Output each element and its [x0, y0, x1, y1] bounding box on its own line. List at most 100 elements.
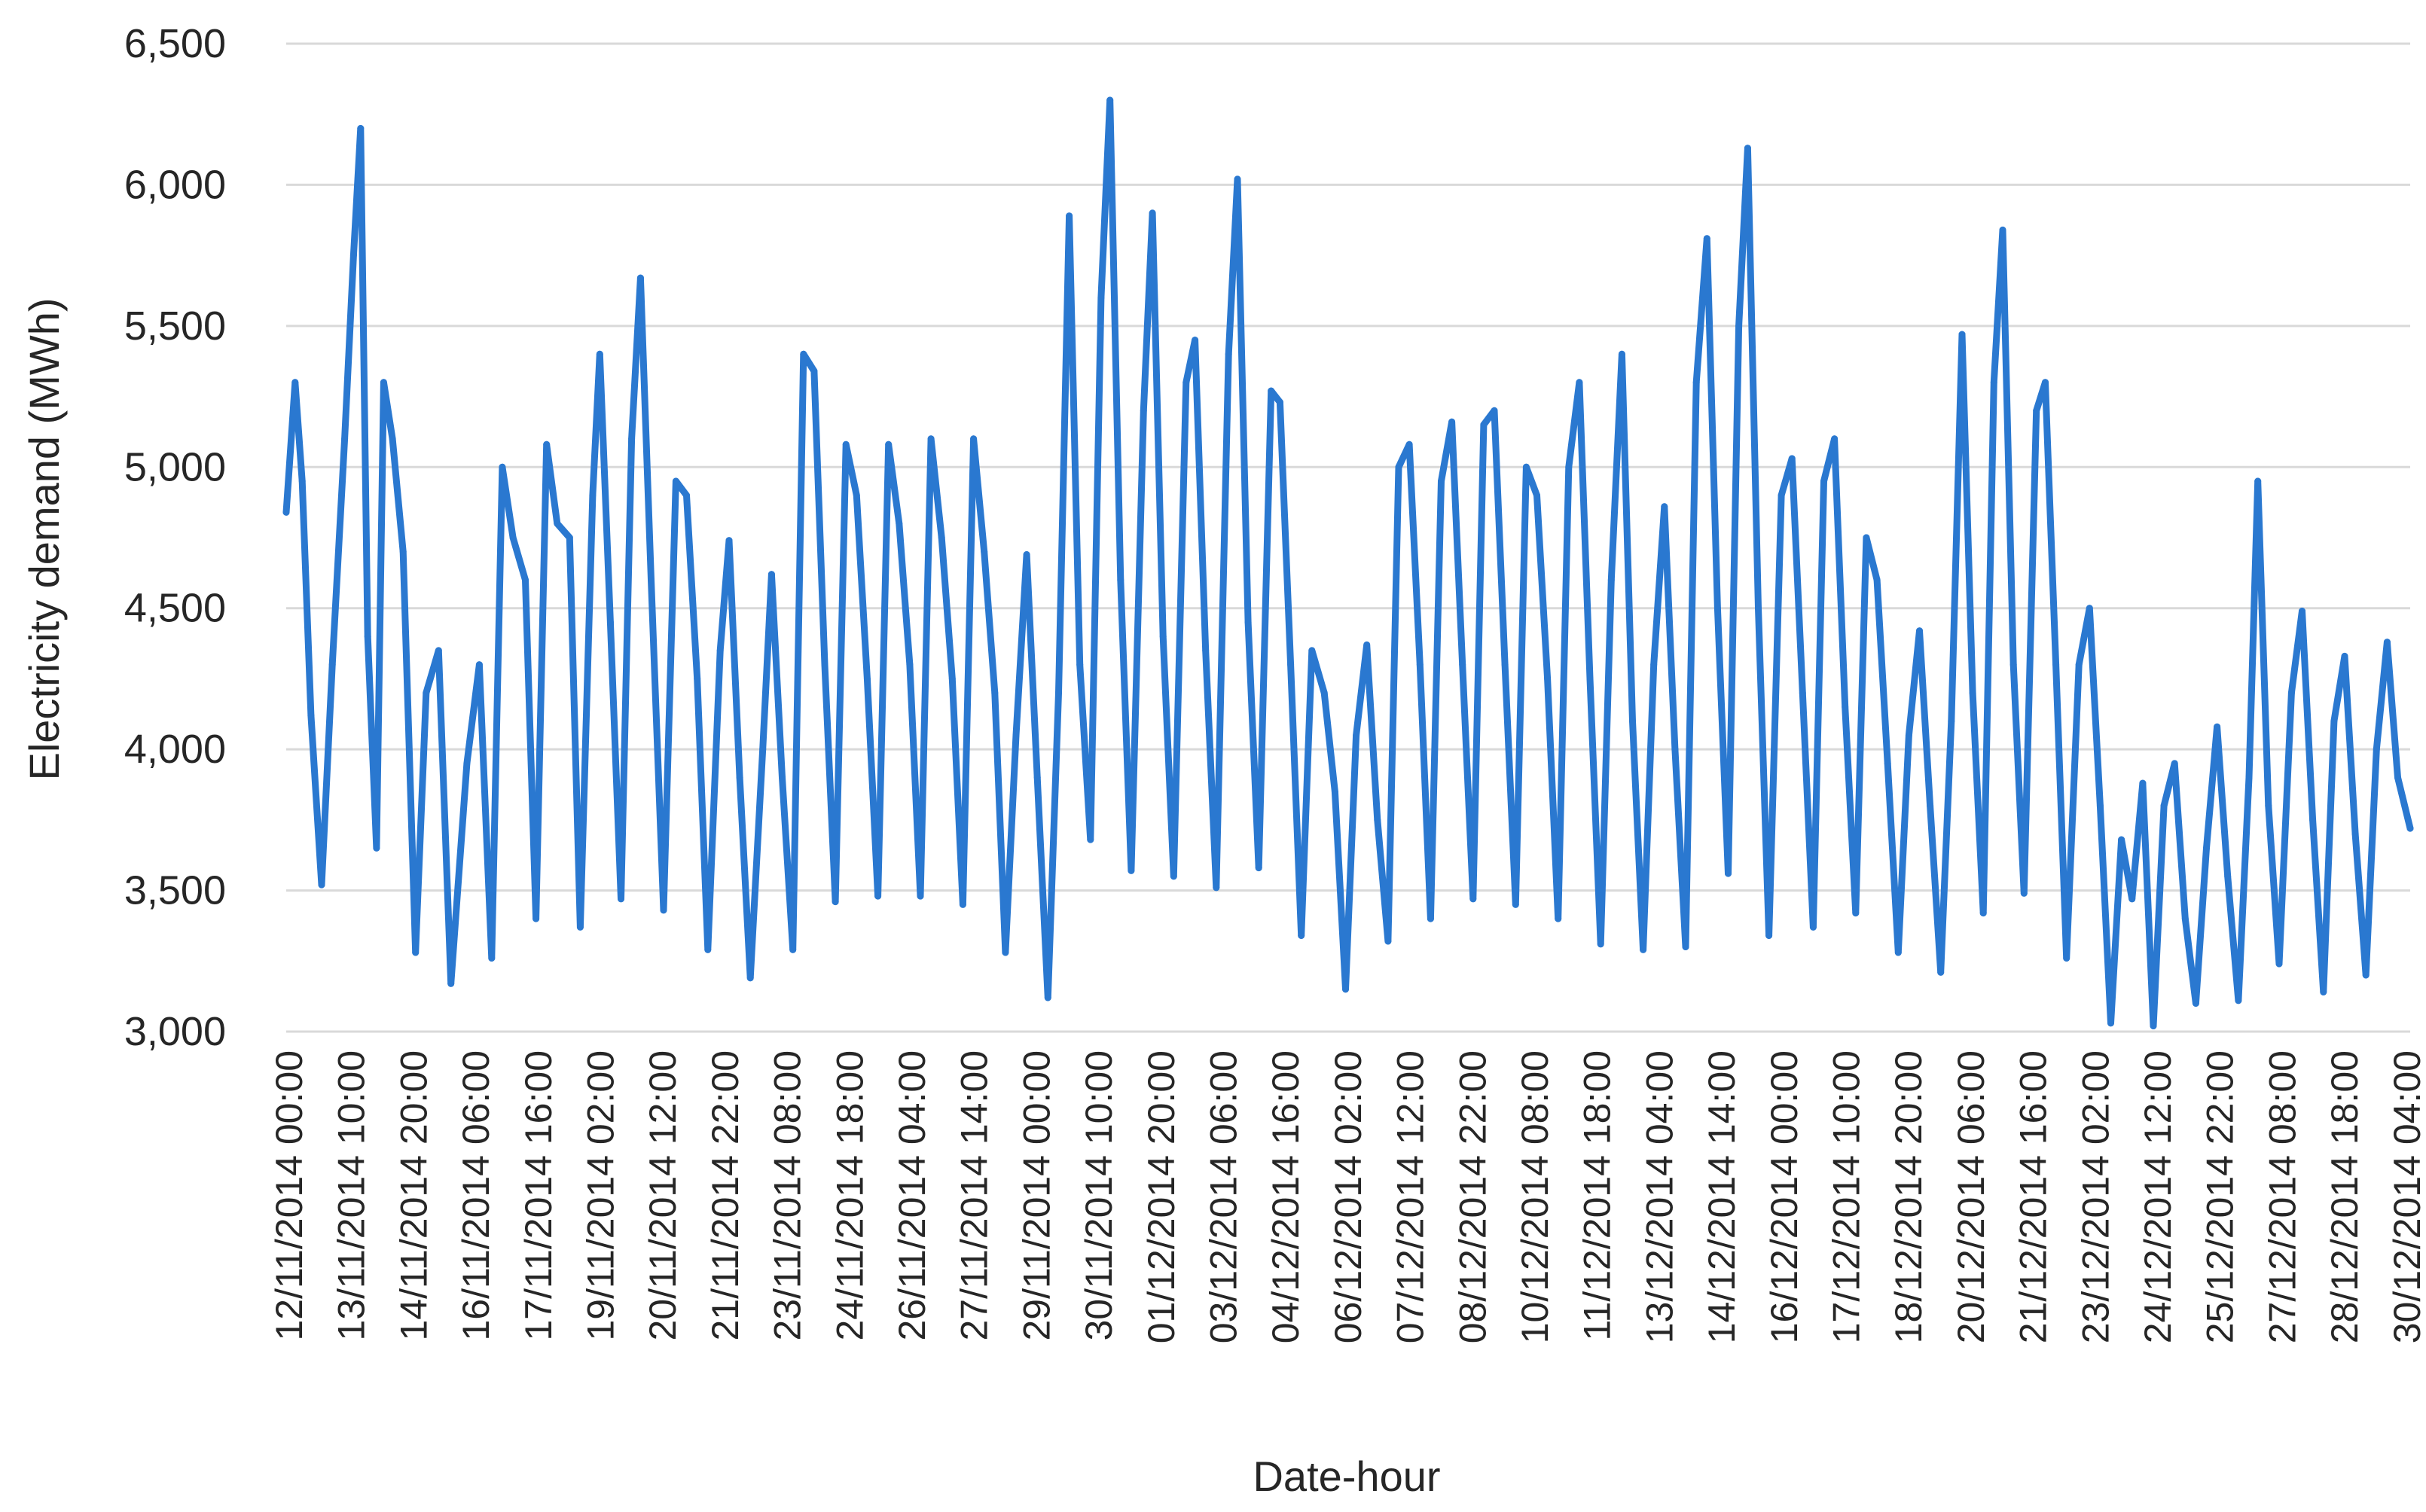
data-point	[2139, 779, 2147, 787]
data-point	[1298, 932, 1305, 939]
data-point	[1713, 605, 1721, 612]
data-point	[618, 895, 624, 903]
data-point	[648, 576, 655, 584]
data-point	[853, 492, 860, 499]
data-point	[1788, 455, 1796, 462]
data-point	[2394, 774, 2401, 782]
data-point	[1501, 661, 1509, 669]
data-point	[576, 923, 584, 931]
data-point	[779, 774, 786, 782]
data-point	[1640, 946, 1647, 953]
data-point	[509, 534, 517, 541]
data-point	[1213, 884, 1220, 892]
data-point	[1778, 492, 1785, 499]
data-point	[672, 477, 679, 485]
data-point	[716, 647, 724, 654]
data-point	[1170, 873, 1177, 880]
data-point	[1448, 418, 1456, 425]
data-point	[736, 774, 743, 782]
data-point	[981, 548, 988, 556]
data-point	[543, 440, 551, 448]
data-point	[389, 435, 396, 443]
data-point	[1852, 910, 1860, 917]
data-point	[1905, 731, 1912, 739]
data-point	[746, 974, 754, 982]
y-axis-ticks: 3,000 3,500 4,000 4,500 5,000 5,500 6,000 6,500	[124, 21, 226, 1054]
x-tick-label: 29/11/2014 00:00	[1015, 1050, 1057, 1341]
data-point	[291, 379, 299, 386]
data-point	[2287, 689, 2295, 697]
data-point	[1755, 605, 1762, 612]
data-point	[1597, 940, 1604, 948]
data-point	[1044, 994, 1051, 1001]
x-tick-label: 25/12/2014 22:00	[2199, 1050, 2241, 1343]
data-point	[2265, 802, 2272, 809]
x-tick-label: 27/12/2014 08:00	[2261, 1050, 2303, 1343]
data-point	[1140, 407, 1147, 414]
x-tick-label: 13/11/2014 10:00	[331, 1050, 373, 1341]
data-point	[2203, 844, 2210, 852]
data-point	[1958, 331, 1966, 338]
data-point	[2330, 718, 2338, 725]
data-point	[1565, 463, 1573, 471]
data-point	[2245, 774, 2253, 782]
data-point	[1703, 235, 1710, 242]
data-point	[1192, 337, 1199, 344]
data-point	[704, 946, 712, 953]
data-point	[318, 881, 325, 889]
data-point	[1363, 641, 1371, 648]
data-point	[1320, 689, 1328, 697]
data-point	[1023, 551, 1030, 558]
data-point	[991, 689, 999, 697]
data-point	[1012, 731, 1020, 739]
x-tick-label: 13/12/2014 04:00	[1638, 1050, 1680, 1343]
x-tick-label: 24/11/2014 18:00	[829, 1050, 871, 1341]
data-point	[1287, 661, 1295, 669]
data-point	[1576, 379, 1583, 386]
y-tick-label: 3,500	[124, 868, 226, 913]
data-point	[636, 274, 644, 282]
data-point	[1884, 760, 1891, 767]
data-point	[1765, 932, 1773, 939]
data-point	[1331, 788, 1338, 795]
data-point	[1405, 440, 1413, 448]
data-point	[832, 898, 839, 906]
data-point	[2150, 1023, 2157, 1029]
data-point	[1087, 836, 1094, 843]
data-point	[475, 661, 483, 669]
data-point	[906, 661, 914, 669]
x-tick-label: 30/11/2014 10:00	[1078, 1050, 1120, 1341]
y-tick-label: 6,000	[124, 162, 226, 207]
data-point	[373, 844, 380, 852]
data-point	[927, 435, 935, 443]
data-point	[423, 689, 430, 697]
data-point	[1650, 661, 1658, 669]
data-point	[874, 892, 882, 900]
x-tick-label: 21/11/2014 22:00	[704, 1050, 746, 1341]
data-point	[1438, 477, 1445, 485]
data-point	[821, 661, 829, 669]
data-point	[2033, 407, 2040, 414]
series-line	[282, 96, 2414, 1029]
data-point	[2373, 745, 2380, 753]
x-tick-label: 28/12/2014 18:00	[2324, 1050, 2366, 1343]
data-point	[1106, 96, 1114, 104]
x-tick-label: 20/12/2014 06:00	[1950, 1050, 1992, 1343]
data-point	[2341, 652, 2348, 660]
data-point	[1342, 986, 1349, 993]
data-point	[725, 537, 733, 544]
data-point	[435, 647, 442, 654]
data-point	[282, 508, 290, 516]
data-point	[1480, 421, 1488, 428]
y-tick-label: 3,000	[124, 1009, 226, 1054]
data-point	[1276, 398, 1283, 406]
data-point	[2192, 1000, 2199, 1007]
data-point	[2235, 997, 2242, 1004]
x-tick-label: 23/11/2014 08:00	[767, 1050, 809, 1341]
data-point	[660, 907, 667, 914]
data-point	[1990, 379, 1997, 386]
y-tick-label: 5,500	[124, 303, 226, 349]
x-tick-label: 17/11/2014 16:00	[517, 1050, 560, 1341]
data-point	[959, 901, 966, 908]
